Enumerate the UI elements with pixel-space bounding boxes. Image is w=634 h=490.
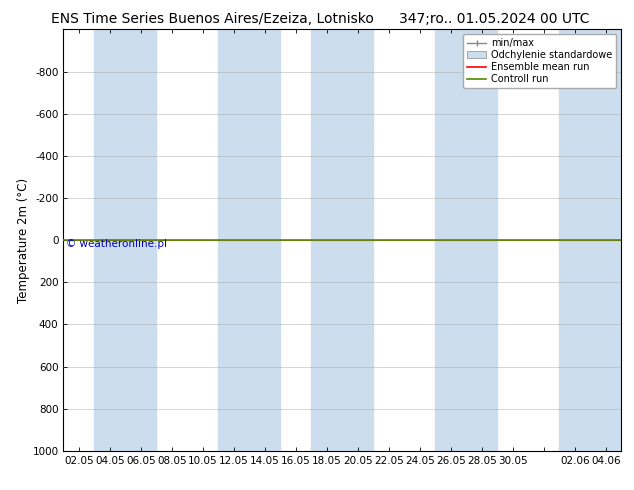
- Text: ENS Time Series Buenos Aires/Ezeiza, Lotnisko: ENS Time Series Buenos Aires/Ezeiza, Lot…: [51, 12, 373, 26]
- Bar: [436, 29, 497, 451]
- Text: 347;ro.. 01.05.2024 00 UTC: 347;ro.. 01.05.2024 00 UTC: [399, 12, 590, 26]
- Bar: [218, 29, 280, 451]
- Bar: [559, 29, 621, 451]
- Text: © weatheronline.pl: © weatheronline.pl: [66, 239, 167, 249]
- Bar: [94, 29, 157, 451]
- Y-axis label: Temperature 2m (°C): Temperature 2m (°C): [16, 177, 30, 303]
- Legend: min/max, Odchylenie standardowe, Ensemble mean run, Controll run: min/max, Odchylenie standardowe, Ensembl…: [463, 34, 616, 88]
- Bar: [311, 29, 373, 451]
